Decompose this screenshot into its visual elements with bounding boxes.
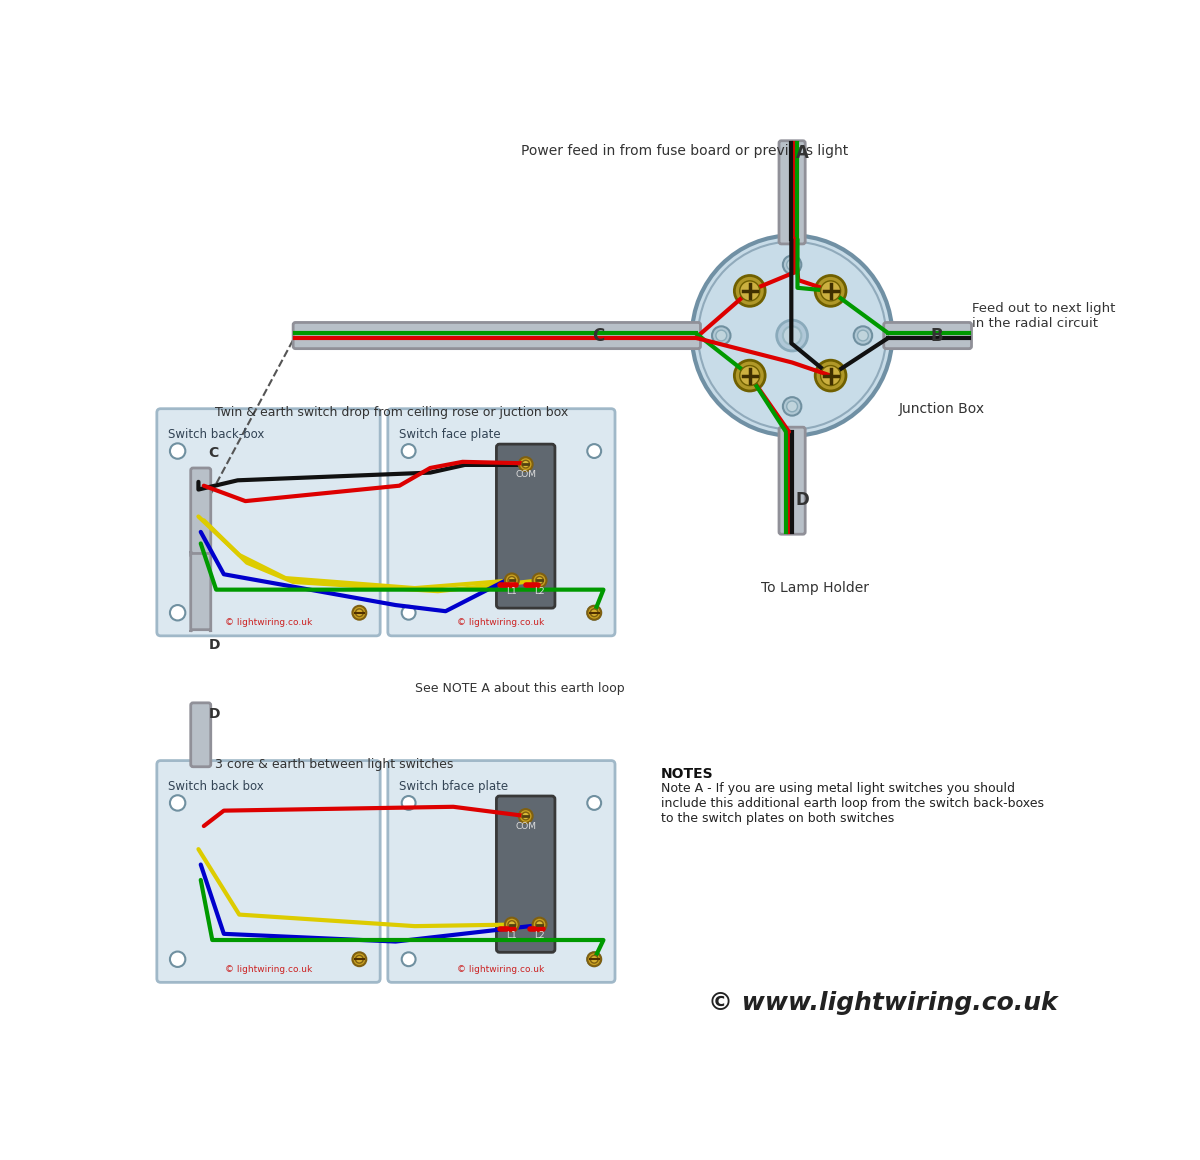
Circle shape [590, 609, 598, 617]
Text: D: D [796, 491, 810, 509]
Circle shape [505, 918, 518, 931]
FancyBboxPatch shape [157, 761, 380, 983]
Circle shape [739, 365, 760, 385]
Circle shape [402, 796, 415, 810]
Circle shape [712, 326, 731, 345]
Text: L2: L2 [534, 587, 545, 596]
FancyBboxPatch shape [157, 408, 380, 636]
Circle shape [815, 275, 846, 306]
Text: B: B [931, 327, 943, 345]
Text: Feed out to next light
in the radial circuit: Feed out to next light in the radial cir… [972, 303, 1115, 331]
Circle shape [170, 796, 185, 811]
Text: L1: L1 [506, 587, 517, 596]
FancyBboxPatch shape [191, 703, 211, 767]
Text: C: C [592, 327, 604, 345]
Circle shape [402, 606, 415, 619]
FancyBboxPatch shape [388, 761, 616, 983]
Circle shape [518, 457, 533, 471]
Text: Switch back box: Switch back box [168, 780, 264, 792]
Circle shape [587, 444, 601, 458]
Circle shape [535, 921, 544, 928]
FancyBboxPatch shape [497, 444, 554, 608]
Circle shape [170, 951, 185, 967]
Text: © lightwiring.co.uk: © lightwiring.co.uk [457, 965, 545, 973]
Circle shape [815, 361, 846, 391]
Text: © www.lightwiring.co.uk: © www.lightwiring.co.uk [708, 992, 1057, 1015]
Text: L2: L2 [534, 930, 545, 940]
Circle shape [587, 606, 601, 619]
Circle shape [522, 812, 529, 820]
Text: A: A [796, 145, 809, 162]
FancyBboxPatch shape [779, 427, 805, 535]
Circle shape [858, 331, 869, 341]
Circle shape [508, 577, 516, 585]
Circle shape [587, 952, 601, 966]
FancyBboxPatch shape [497, 796, 554, 952]
Circle shape [170, 443, 185, 458]
FancyBboxPatch shape [191, 551, 211, 632]
Circle shape [533, 573, 546, 587]
Circle shape [587, 796, 601, 810]
FancyBboxPatch shape [293, 322, 701, 349]
Circle shape [587, 606, 601, 619]
Circle shape [787, 401, 798, 412]
Text: D: D [209, 708, 220, 722]
Circle shape [353, 952, 366, 966]
Circle shape [587, 952, 601, 966]
FancyBboxPatch shape [388, 408, 616, 636]
Text: COM: COM [515, 471, 536, 479]
Circle shape [821, 365, 841, 385]
Circle shape [170, 606, 185, 621]
FancyBboxPatch shape [191, 467, 211, 557]
Circle shape [787, 260, 798, 270]
Circle shape [692, 235, 893, 436]
Circle shape [355, 609, 364, 617]
Circle shape [734, 275, 766, 306]
Text: Note A - If you are using metal light switches you should
include this additiona: Note A - If you are using metal light sw… [661, 782, 1044, 825]
Text: NOTES: NOTES [661, 767, 714, 781]
Text: Switch bface plate: Switch bface plate [400, 780, 509, 792]
Text: © lightwiring.co.uk: © lightwiring.co.uk [457, 618, 545, 628]
Circle shape [821, 281, 841, 300]
Text: To Lamp Holder: To Lamp Holder [761, 581, 869, 595]
Text: Power feed in from fuse board or previous light: Power feed in from fuse board or previou… [521, 144, 848, 158]
Text: L1: L1 [506, 930, 517, 940]
FancyBboxPatch shape [883, 322, 972, 349]
Circle shape [853, 326, 872, 345]
Text: 3 core & earth between light switches: 3 core & earth between light switches [215, 759, 452, 771]
Circle shape [734, 361, 766, 391]
Circle shape [518, 810, 533, 822]
Circle shape [590, 956, 598, 963]
Text: Junction Box: Junction Box [899, 401, 984, 415]
Circle shape [402, 952, 415, 966]
Circle shape [508, 921, 516, 928]
Text: D: D [209, 638, 220, 652]
Circle shape [782, 326, 802, 345]
Circle shape [353, 606, 366, 619]
Text: See NOTE A about this earth loop: See NOTE A about this earth loop [415, 682, 624, 695]
Circle shape [716, 331, 727, 341]
Text: C: C [209, 447, 218, 461]
Circle shape [533, 918, 546, 931]
Circle shape [535, 577, 544, 585]
Circle shape [776, 320, 808, 351]
Circle shape [355, 956, 364, 963]
Circle shape [782, 255, 802, 274]
Circle shape [522, 461, 529, 467]
Text: COM: COM [515, 822, 536, 832]
Text: Twin & earth switch drop from ceiling rose or juction box: Twin & earth switch drop from ceiling ro… [215, 406, 568, 420]
Text: © lightwiring.co.uk: © lightwiring.co.uk [224, 618, 312, 628]
Text: Switch face plate: Switch face plate [400, 428, 502, 441]
FancyBboxPatch shape [779, 140, 805, 244]
Circle shape [505, 573, 518, 587]
Circle shape [782, 397, 802, 415]
Circle shape [739, 281, 760, 300]
Text: © lightwiring.co.uk: © lightwiring.co.uk [224, 965, 312, 973]
Circle shape [402, 444, 415, 458]
Text: Switch back-box: Switch back-box [168, 428, 265, 441]
